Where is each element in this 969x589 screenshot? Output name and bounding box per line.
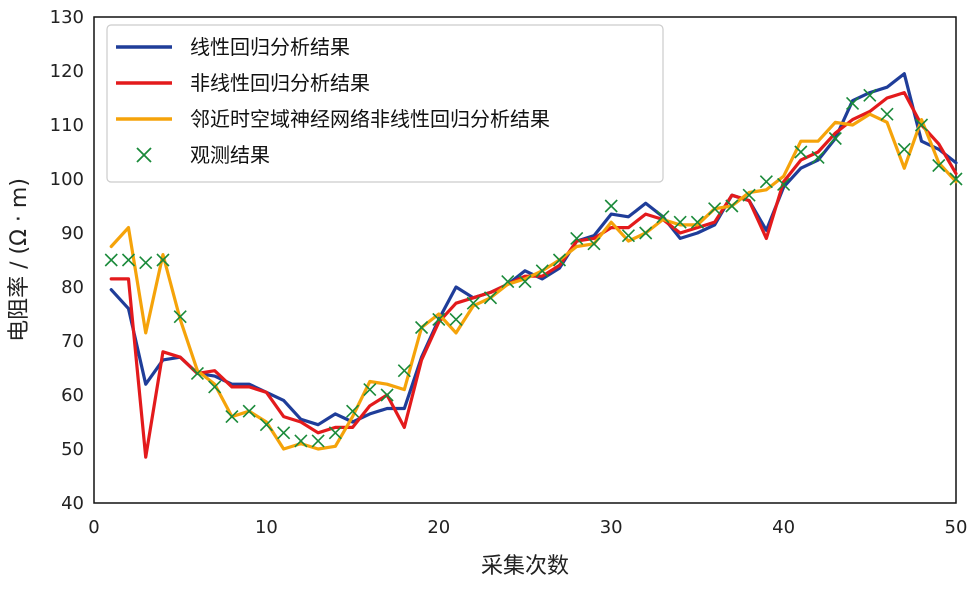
observed-point [639, 226, 653, 240]
legend-label: 观测结果 [190, 143, 270, 167]
observed-point [259, 418, 273, 432]
x-tick-label: 40 [772, 517, 795, 538]
observed-point [432, 312, 446, 326]
observed-point [311, 434, 325, 448]
observed-point [535, 264, 549, 278]
observed-point [897, 142, 911, 156]
observed-point [483, 291, 498, 305]
observed-point [932, 158, 946, 173]
observed-point [880, 107, 894, 121]
observed-point [397, 364, 411, 378]
x-tick-label: 20 [427, 517, 450, 538]
observed-point [914, 118, 929, 132]
observed-point [863, 88, 877, 102]
x-tick-label: 10 [255, 517, 278, 538]
observed-point [242, 404, 256, 418]
x-tick-label: 50 [945, 517, 968, 538]
y-tick-label: 110 [50, 115, 84, 136]
observed-point [725, 199, 739, 213]
observed-point [552, 253, 567, 267]
y-tick-label: 120 [50, 61, 84, 82]
legend-swatch [136, 147, 152, 163]
observed-point [501, 275, 515, 289]
observed-point [587, 237, 601, 251]
y-tick-label: 100 [50, 169, 84, 190]
observed-point [139, 256, 153, 270]
legend-label: 非线性回归分析结果 [190, 71, 370, 95]
y-tick-label: 50 [61, 439, 84, 460]
observed-point [794, 145, 808, 159]
observed-point [949, 172, 963, 186]
observed-point [742, 188, 756, 202]
y-tick-label: 90 [61, 223, 84, 244]
observed-point [173, 310, 187, 324]
legend-label: 线性回归分析结果 [190, 35, 350, 59]
observed-point [811, 150, 825, 164]
observed-point [190, 366, 205, 380]
axis-ticks: 0 10 20 30 40 50 40 50 60 70 80 90 100 110 120 130 [50, 7, 968, 538]
observed-point [380, 388, 394, 402]
observed-point [518, 275, 532, 289]
observed-point [156, 253, 170, 267]
observed-point [414, 320, 429, 335]
observed-point [828, 131, 842, 146]
observed-point [208, 380, 222, 394]
y-tick-label: 40 [61, 493, 84, 514]
observed-point [104, 253, 118, 267]
observed-point [449, 312, 463, 326]
observed-point [673, 215, 687, 229]
x-axis-label: 采集次数 [481, 554, 569, 579]
observed-point [845, 96, 860, 110]
observed-point [708, 202, 722, 216]
y-axis-label: 电阻率 / (Ω · m) [7, 178, 32, 342]
observed-point [294, 434, 308, 448]
legend-box [106, 24, 664, 183]
plot-frame [93, 16, 957, 504]
observed-point [277, 426, 291, 440]
y-tick-label: 130 [50, 7, 84, 28]
observed-markers [104, 88, 963, 448]
observed-point [656, 210, 670, 224]
observed-point [759, 175, 773, 189]
y-tick-label: 70 [61, 331, 84, 352]
observed-point [346, 404, 360, 418]
observed-point [690, 215, 704, 229]
x-tick-label: 30 [600, 517, 623, 538]
series-layer [104, 72, 963, 459]
legend-label: 邻近时空域神经网络非线性回归分析结果 [190, 107, 550, 131]
observed-point [621, 229, 636, 243]
y-tick-label: 80 [61, 277, 84, 298]
observed-point [777, 177, 791, 191]
observed-point [604, 199, 618, 213]
y-tick-label: 60 [61, 385, 84, 406]
observed-point [328, 426, 342, 440]
observed-point [121, 253, 136, 267]
observed-point [225, 410, 239, 424]
observed-point [570, 231, 584, 245]
observed-point [466, 296, 480, 310]
x-tick-label: 0 [88, 517, 99, 538]
observed-point [363, 383, 377, 397]
